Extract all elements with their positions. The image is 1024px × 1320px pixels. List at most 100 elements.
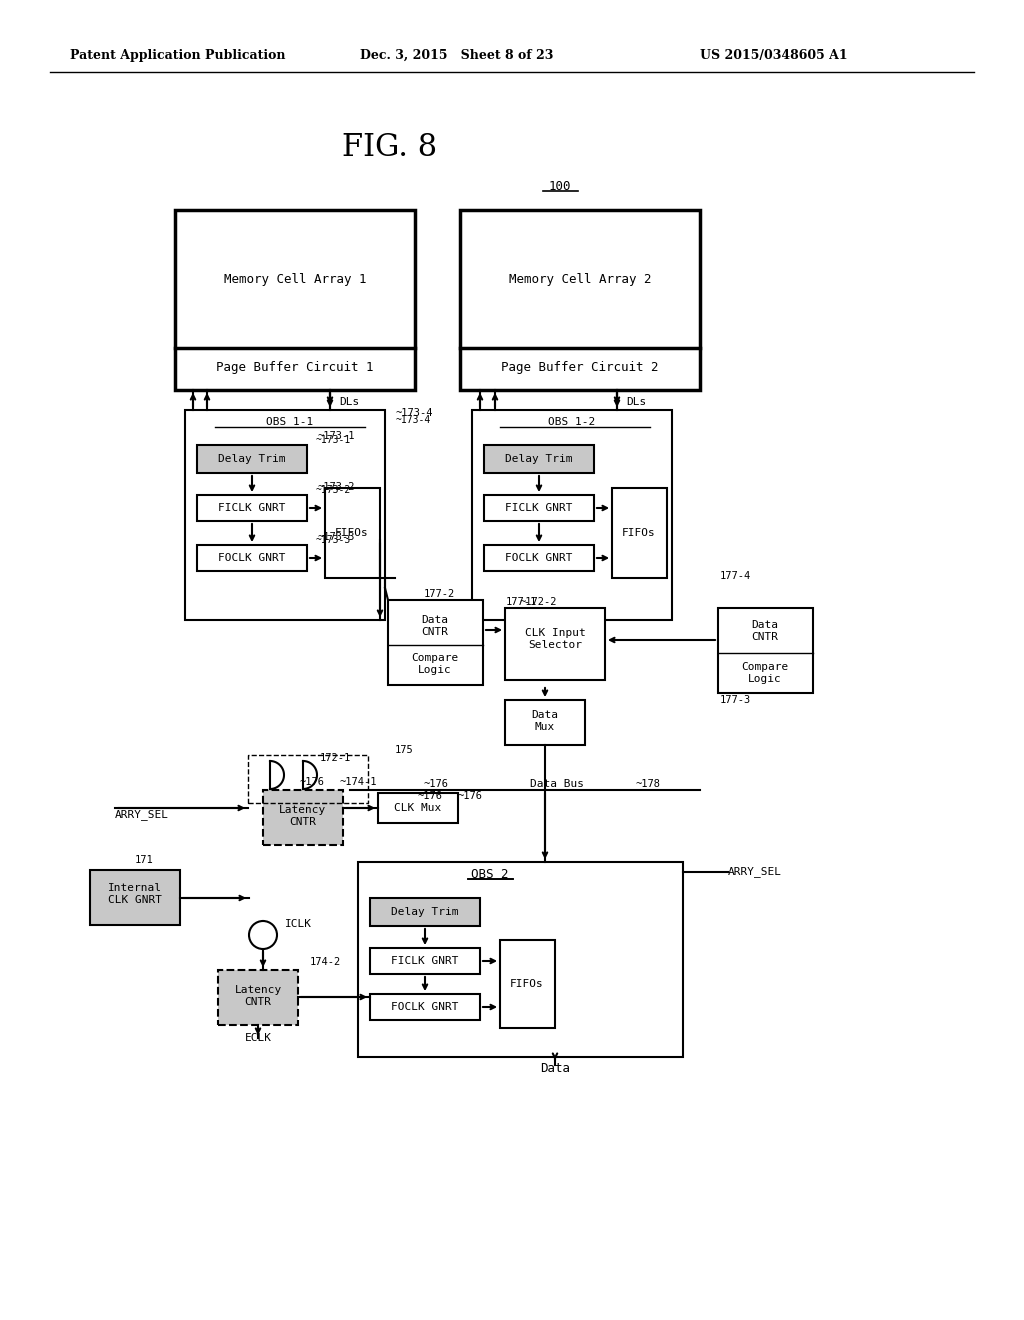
Text: DLs: DLs [339,397,359,407]
Text: FOCLK GNRT: FOCLK GNRT [218,553,286,564]
Text: ~176: ~176 [423,779,449,789]
Bar [218,970,298,1026]
Bar [484,495,594,521]
Text: ~178: ~178 [635,779,660,789]
Bar [718,609,813,693]
Bar [370,948,480,974]
Text: CNTR: CNTR [422,627,449,638]
Text: ~176: ~176 [300,777,325,787]
Bar [263,789,343,845]
Text: FIFOs: FIFOs [335,528,369,539]
Text: ~173-3: ~173-3 [316,535,351,545]
Text: Latency: Latency [280,805,327,814]
Text: FICLK GNRT: FICLK GNRT [391,956,459,966]
Text: OBS 2: OBS 2 [471,867,509,880]
Bar [388,601,483,685]
Bar [325,488,380,578]
Text: ~174-1: ~174-1 [340,777,378,787]
Bar [378,793,458,822]
Text: +: + [258,928,267,942]
Bar [612,488,667,578]
Text: Internal: Internal [108,883,162,894]
Text: CLK GNRT: CLK GNRT [108,895,162,906]
Text: 177-1: 177-1 [506,597,538,607]
Text: 177-2: 177-2 [424,589,456,599]
Text: ~173-1: ~173-1 [318,432,355,441]
Text: US 2015/0348605 A1: US 2015/0348605 A1 [700,49,848,62]
Text: Data: Data [752,620,778,630]
Text: FICLK GNRT: FICLK GNRT [505,503,572,513]
Text: ~173-4: ~173-4 [395,408,432,418]
Text: ~173-3: ~173-3 [318,532,355,543]
Bar [197,495,307,521]
Text: Compare: Compare [412,653,459,663]
Bar [370,994,480,1020]
Bar [197,445,307,473]
Text: FOCLK GNRT: FOCLK GNRT [505,553,572,564]
Bar [175,210,415,389]
Text: Page Buffer Circuit 2: Page Buffer Circuit 2 [502,362,658,375]
Text: Selector: Selector [528,640,582,649]
Text: Mux: Mux [535,722,555,733]
Bar [500,940,555,1028]
Text: FIG. 8: FIG. 8 [342,132,437,164]
Text: CNTR: CNTR [752,632,778,642]
Text: CLK Input: CLK Input [524,628,586,638]
Text: Delay Trim: Delay Trim [218,454,286,465]
Text: ~172-2: ~172-2 [520,597,557,607]
Text: Delay Trim: Delay Trim [391,907,459,917]
Text: Data: Data [531,710,558,719]
Text: 100: 100 [549,180,571,193]
Text: FOCLK GNRT: FOCLK GNRT [391,1002,459,1012]
Text: Memory Cell Array 1: Memory Cell Array 1 [224,273,367,286]
Text: ARRY_SEL: ARRY_SEL [115,809,169,821]
Bar [185,411,385,620]
Text: Data Bus: Data Bus [530,779,584,789]
Text: OBS 1-1: OBS 1-1 [266,417,313,426]
Text: ~173-1: ~173-1 [316,436,351,445]
Bar [370,898,480,927]
Bar [484,545,594,572]
Text: FICLK GNRT: FICLK GNRT [218,503,286,513]
Bar [484,445,594,473]
Text: FIFOs: FIFOs [510,979,544,989]
Circle shape [249,921,278,949]
Text: ~176: ~176 [417,791,442,801]
Text: 172-1: 172-1 [319,752,351,763]
Text: CNTR: CNTR [245,997,271,1007]
Text: 177-3: 177-3 [720,696,752,705]
Text: FIFOs: FIFOs [623,528,656,539]
Bar [460,210,700,389]
Text: Data: Data [540,1061,570,1074]
Bar [197,545,307,572]
Bar [505,700,585,744]
Text: Data: Data [422,615,449,624]
Text: Compare: Compare [741,663,788,672]
Text: ~173-2: ~173-2 [318,482,355,492]
Text: 177-4: 177-4 [720,572,752,581]
Bar [358,862,683,1057]
Bar [248,755,368,803]
Text: ~173-2: ~173-2 [316,484,351,495]
Text: 175: 175 [395,744,414,755]
Text: Logic: Logic [749,675,782,684]
Text: 174-2: 174-2 [310,957,341,968]
Bar [505,609,605,680]
Text: DLs: DLs [626,397,646,407]
Text: ARRY_SEL: ARRY_SEL [728,866,782,878]
Text: ECLK: ECLK [245,1034,271,1043]
Text: Memory Cell Array 2: Memory Cell Array 2 [509,273,651,286]
Text: ~176: ~176 [458,791,483,801]
Bar [472,411,672,620]
Text: CNTR: CNTR [290,817,316,828]
Text: Logic: Logic [418,665,452,675]
Text: Delay Trim: Delay Trim [505,454,572,465]
Text: ~173-4: ~173-4 [396,414,431,425]
Bar [90,870,180,925]
Text: CLK Mux: CLK Mux [394,803,441,813]
Text: 171: 171 [135,855,154,865]
Text: Dec. 3, 2015   Sheet 8 of 23: Dec. 3, 2015 Sheet 8 of 23 [360,49,553,62]
Text: ICLK: ICLK [285,919,312,929]
Text: Page Buffer Circuit 1: Page Buffer Circuit 1 [216,362,374,375]
Text: OBS 1-2: OBS 1-2 [549,417,596,426]
